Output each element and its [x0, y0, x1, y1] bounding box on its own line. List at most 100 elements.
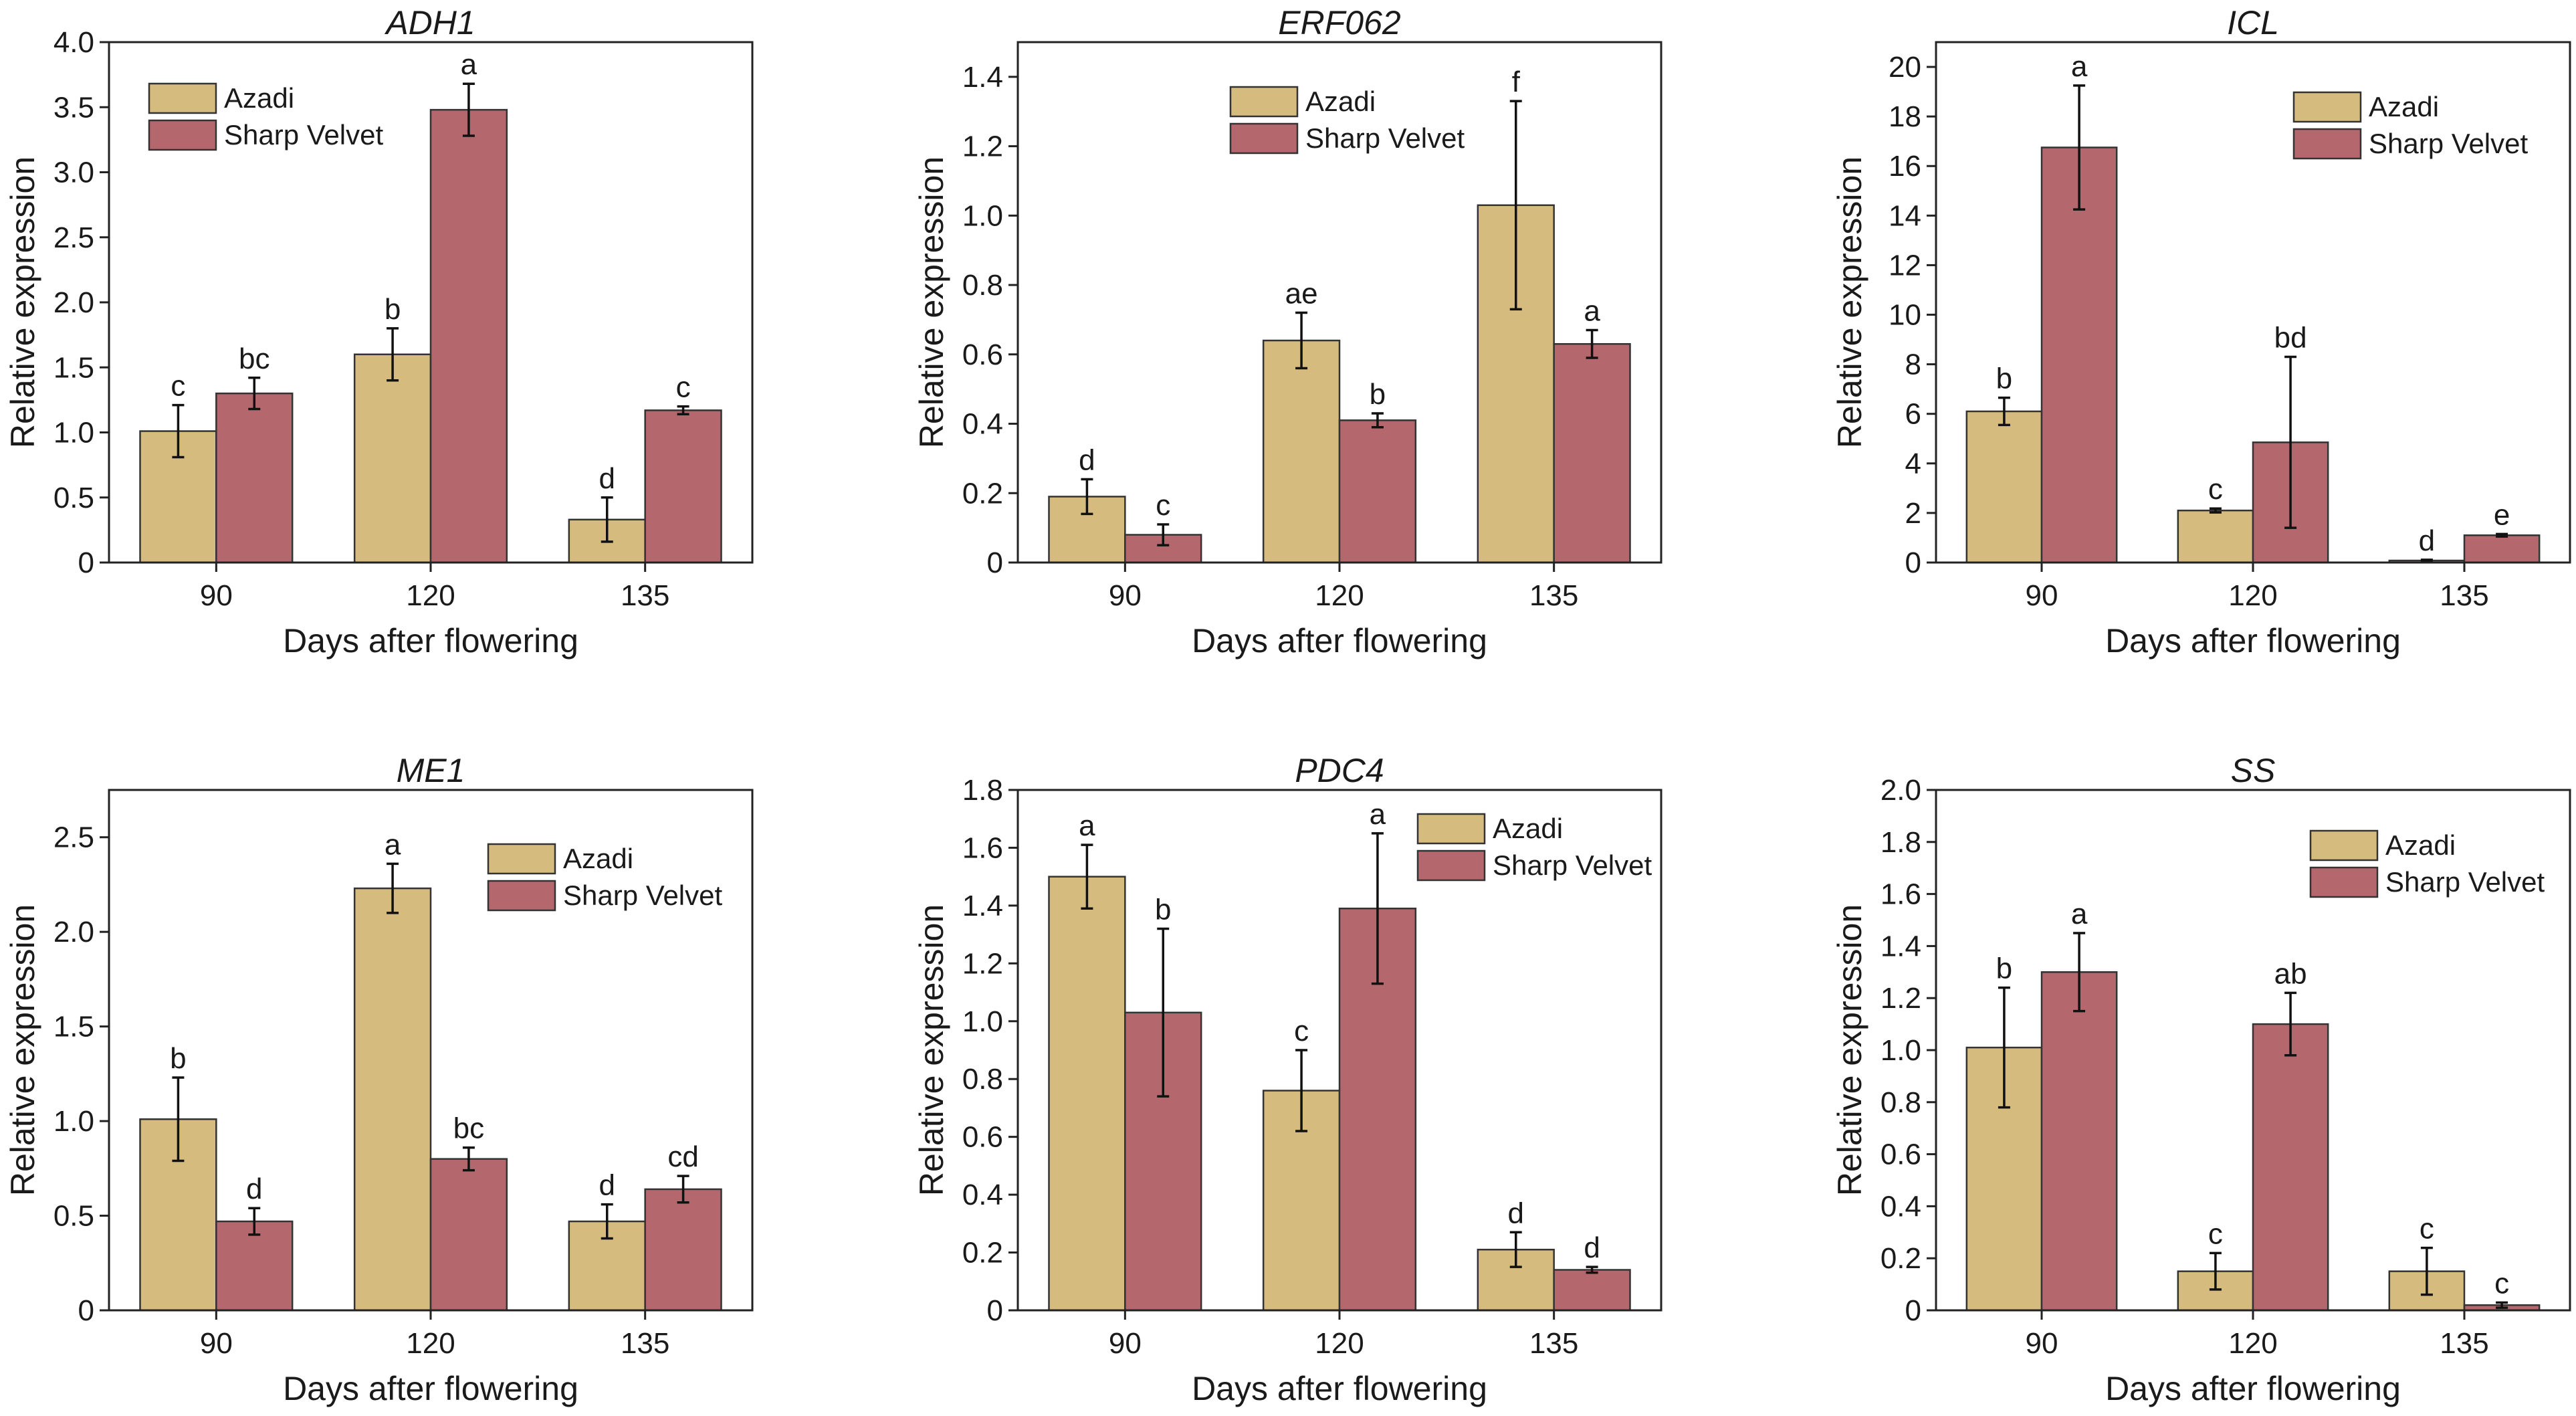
legend-label: Azadi	[2385, 829, 2456, 861]
significance-label: b	[170, 1042, 186, 1075]
x-axis-label: Days after flowering	[283, 1370, 578, 1407]
y-tick-label: 18	[1889, 100, 1921, 133]
significance-label: f	[1512, 66, 1521, 98]
significance-label: a	[385, 828, 401, 861]
legend-swatch	[2292, 128, 2362, 160]
x-tick-label: 90	[200, 579, 233, 612]
significance-label: d	[599, 1169, 615, 1202]
y-tick-label: 2.0	[1881, 774, 1921, 807]
y-tick-label: 1.4	[962, 890, 1003, 922]
bar	[1262, 339, 1341, 564]
x-tick-label: 135	[621, 1327, 669, 1360]
x-tick-label: 135	[2440, 1327, 2488, 1360]
legend-label: Azadi	[563, 843, 633, 874]
y-tick-label: 1.4	[962, 61, 1003, 94]
bar	[353, 887, 432, 1312]
legend-label: Azadi	[224, 82, 294, 114]
legend-label: Sharp Velvet	[1305, 122, 1465, 154]
chart-title: ERF062	[1278, 4, 1401, 41]
y-tick-label: 2.5	[53, 221, 94, 254]
x-tick-label: 135	[621, 579, 669, 612]
x-tick-label: 90	[1109, 579, 1142, 612]
y-axis-label: Relative expression	[4, 157, 41, 448]
y-tick-label: 8	[1905, 348, 1921, 381]
y-axis-label: Relative expression	[913, 904, 950, 1196]
y-tick-label: 1.6	[962, 831, 1003, 864]
chart-title: ICL	[2227, 4, 2279, 41]
x-tick-label: 90	[2026, 579, 2058, 612]
y-tick-label: 0.4	[1881, 1190, 1921, 1223]
significance-label: c	[2494, 1267, 2509, 1300]
x-axis-label: Days after flowering	[1192, 622, 1487, 660]
y-tick-label: 3.5	[53, 91, 94, 124]
legend-swatch	[487, 880, 556, 912]
y-tick-label: 2.0	[53, 286, 94, 319]
chart-title: SS	[2231, 752, 2276, 789]
y-tick-label: 0	[987, 546, 1003, 579]
bar	[2463, 534, 2541, 564]
y-tick-label: 0.5	[53, 482, 94, 514]
y-tick-label: 4	[1905, 447, 1921, 480]
y-tick-label: 1.0	[962, 199, 1003, 232]
significance-label: b	[1996, 952, 2012, 985]
significance-label: d	[246, 1173, 262, 1205]
significance-label: b	[1370, 378, 1386, 411]
bar	[2252, 1023, 2329, 1312]
legend-swatch	[1416, 813, 1486, 845]
legend-label: Sharp Velvet	[224, 119, 383, 150]
significance-label: d	[1508, 1197, 1524, 1229]
y-tick-label: 1.2	[962, 130, 1003, 163]
y-axis-label: Relative expression	[4, 904, 41, 1196]
y-tick-label: 1.2	[962, 947, 1003, 980]
significance-label: c	[2208, 473, 2223, 506]
legend-swatch	[1416, 849, 1486, 882]
x-tick-label: 120	[1315, 579, 1364, 612]
significance-label: a	[1370, 798, 1386, 831]
y-tick-label: 1.0	[53, 417, 94, 449]
significance-label: c	[1156, 489, 1170, 522]
chart-title: ME1	[397, 752, 465, 789]
chart-title: PDC4	[1295, 752, 1384, 789]
y-tick-label: 2	[1905, 497, 1921, 530]
legend-label: Sharp Velvet	[1493, 849, 1652, 881]
x-tick-label: 135	[1529, 579, 1578, 612]
bar	[1553, 342, 1631, 564]
x-axis-label: Days after flowering	[1192, 1370, 1487, 1407]
bar	[2177, 509, 2254, 564]
legend-swatch	[148, 82, 217, 114]
y-tick-label: 0.8	[962, 269, 1003, 302]
bar	[1338, 419, 1417, 564]
x-tick-label: 135	[1529, 1327, 1578, 1360]
y-tick-label: 0.8	[1881, 1086, 1921, 1119]
chart-panel-pdc4: a c d b a d 0 0.2 0.4 0.6 0.8 1.0 1.2 1.4 1.6 1.8 90 120 1…	[913, 752, 1662, 1407]
x-tick-label: 120	[1315, 1327, 1364, 1360]
y-tick-label: 16	[1889, 150, 1921, 183]
bar	[644, 1188, 722, 1312]
y-tick-label: 0.4	[962, 1179, 1003, 1211]
bar	[429, 1158, 508, 1312]
legend-label: Azadi	[1305, 86, 1376, 117]
significance-label: bc	[239, 342, 270, 375]
legend-swatch	[2309, 829, 2379, 862]
significance-label: e	[2494, 498, 2510, 531]
significance-label: d	[1079, 444, 1095, 477]
y-tick-label: 0.2	[1881, 1242, 1921, 1275]
significance-label: c	[2208, 1217, 2223, 1250]
significance-label: a	[1079, 809, 1095, 842]
y-tick-label: 0	[1905, 1294, 1921, 1327]
x-axis-label: Days after flowering	[2105, 622, 2401, 660]
y-axis-label: Relative expression	[1831, 904, 1868, 1196]
significance-label: b	[1155, 893, 1171, 926]
y-tick-label: 3.0	[53, 157, 94, 189]
significance-label: a	[2071, 898, 2088, 930]
y-tick-label: 1.6	[1881, 878, 1921, 911]
significance-label: c	[2420, 1213, 2434, 1245]
legend-label: Sharp Velvet	[2385, 866, 2545, 898]
x-axis-label: Days after flowering	[2105, 1370, 2401, 1407]
bar	[644, 409, 722, 564]
legend-label: Sharp Velvet	[563, 880, 722, 911]
x-tick-label: 120	[2228, 579, 2277, 612]
significance-label: b	[385, 293, 401, 326]
significance-label: d	[1584, 1231, 1600, 1264]
